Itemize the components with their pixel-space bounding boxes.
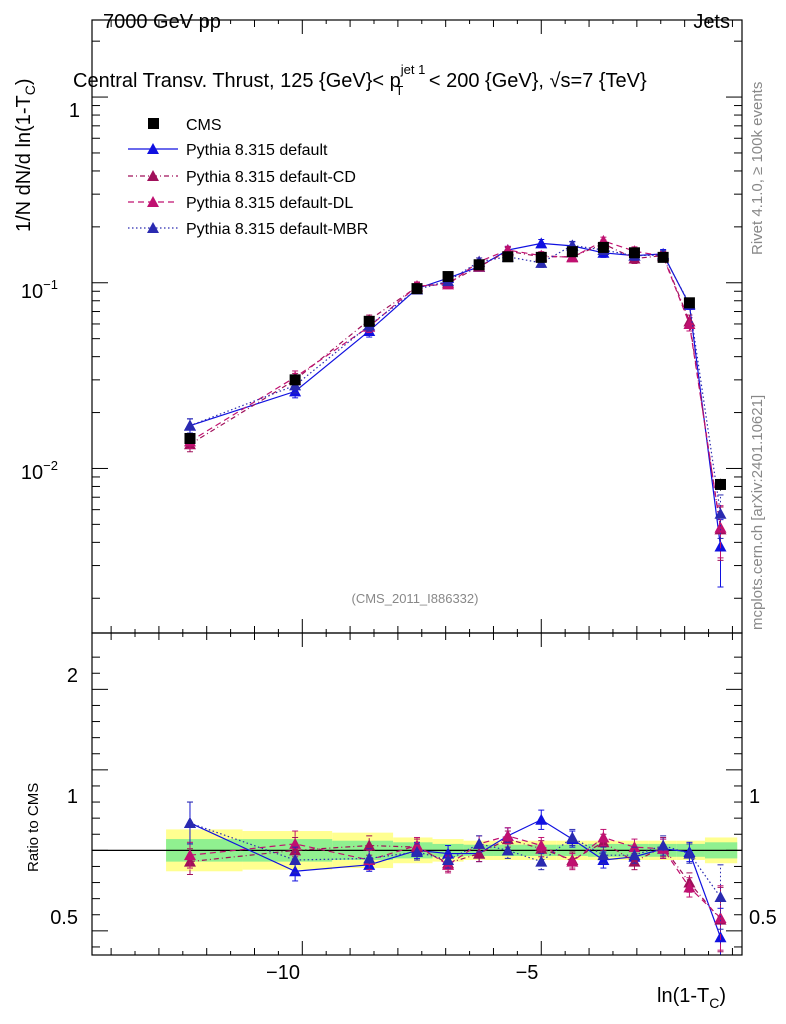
ratio-point-mbr xyxy=(566,831,579,843)
ratio-tick-label-2: 2 xyxy=(67,665,78,687)
ratio-frame xyxy=(91,632,743,956)
main-point-cms xyxy=(473,259,485,271)
ratio-point-dl xyxy=(597,831,610,843)
ratio-point-dl xyxy=(714,911,727,923)
ratio-point-mbr xyxy=(473,837,486,849)
legend: CMS Pythia 8.315 default Pythia 8.315 de… xyxy=(128,117,368,238)
ratio-point-mbr xyxy=(501,844,514,856)
ratio-tick-label-1-left: 1 xyxy=(67,786,78,808)
ratio-point-mbr xyxy=(363,852,376,864)
rivet-version: Rivet 4.1.0, ≥ 100k events xyxy=(749,82,766,255)
ratio-point-mbr xyxy=(289,854,302,866)
y-axis-label-ratio: Ratio to CMS xyxy=(25,783,42,872)
main-panel xyxy=(183,234,727,588)
ratio-panel xyxy=(92,801,742,956)
main-line-cd xyxy=(189,243,722,530)
ratio-point-dl xyxy=(411,839,423,851)
ratio-point-mbr xyxy=(442,854,455,866)
ratio-tick-label-05-left: 0.5 xyxy=(50,907,78,929)
ratio-point-cd xyxy=(289,844,302,856)
ratio-point-cd xyxy=(473,847,486,859)
ratio-point-cd xyxy=(363,839,376,851)
main-point-mbr xyxy=(183,419,196,431)
main-point-cms xyxy=(597,241,609,253)
legend-label-default: Pythia 8.315 default xyxy=(186,142,328,159)
main-point-mbr xyxy=(714,507,727,519)
ratio-point-dl xyxy=(501,829,514,841)
ratio-point-cd xyxy=(183,855,196,867)
main-point-cms xyxy=(657,251,669,263)
ratio-tick-label-1-right: 1 xyxy=(749,786,760,808)
ratio-point-dl xyxy=(683,881,696,893)
ratio-point-mbr xyxy=(597,849,610,861)
ratio-point-dl xyxy=(535,839,548,851)
main-line-dl xyxy=(189,240,722,528)
y-axis-label-main: 1/N dN/d ln(1-TC) xyxy=(13,78,38,232)
main-point-cms xyxy=(628,247,640,259)
legend-label-mbr: Pythia 8.315 default-MBR xyxy=(186,221,368,238)
main-line-mbr xyxy=(189,244,722,514)
ratio-point-mbr xyxy=(183,816,196,828)
ratio-point-default xyxy=(289,865,302,877)
legend-marker-cd xyxy=(147,170,159,181)
plot-title: Central Transv. Thrust, 125 {GeV}< pjet … xyxy=(73,62,647,98)
ratio-point-mbr xyxy=(714,891,727,903)
main-point-cms xyxy=(289,374,301,386)
main-point-cms xyxy=(184,432,196,444)
main-frame xyxy=(91,19,743,634)
legend-label-cd: Pythia 8.315 default-CD xyxy=(186,169,356,186)
ratio-point-default xyxy=(442,847,455,859)
ratio-point-cd xyxy=(628,855,641,867)
main-point-cms xyxy=(411,283,423,295)
y-tick-label-1e-2: 10−2 xyxy=(21,458,58,484)
main-point-default xyxy=(289,385,302,397)
x-axis-label: ln(1-TC) xyxy=(657,985,726,1011)
legend-marker-default xyxy=(147,143,159,154)
header-process: Jets xyxy=(693,11,730,33)
legend-label-cms: CMS xyxy=(186,117,222,134)
legend-label-dl: Pythia 8.315 default-DL xyxy=(186,195,353,212)
main-point-default xyxy=(535,237,548,249)
analysis-id: (CMS_2011_I886332) xyxy=(352,591,479,606)
ratio-line-mbr xyxy=(189,822,721,898)
main-point-cms xyxy=(566,246,578,258)
ratio-point-dl xyxy=(289,837,302,849)
x-tick-label-m5: −5 xyxy=(516,962,539,984)
legend-marker-cms xyxy=(148,118,159,129)
y-tick-label-1e-1: 10−1 xyxy=(21,277,58,303)
y-tick-label-1: 1 xyxy=(69,100,80,122)
main-point-cms xyxy=(502,251,514,263)
main-point-cms xyxy=(442,271,454,283)
main-point-cms xyxy=(714,478,726,490)
ratio-point-mbr xyxy=(628,849,641,861)
ratio-point-mbr xyxy=(535,855,548,867)
ratio-point-default xyxy=(535,813,548,825)
ratio-point-dl xyxy=(183,849,196,861)
legend-marker-dl xyxy=(147,196,159,207)
ratio-tick-label-05-right: 0.5 xyxy=(749,907,777,929)
ratio-point-mbr xyxy=(411,845,423,857)
ratio-point-dl xyxy=(566,855,579,867)
frames xyxy=(91,19,743,956)
legend-marker-mbr xyxy=(147,222,159,233)
header-beam-energy: 7000 GeV pp xyxy=(103,11,221,33)
main-point-cms xyxy=(683,297,695,309)
ratio-point-mbr xyxy=(657,839,670,851)
main-point-cms xyxy=(363,315,375,327)
mcplots-reference: mcplots.cern.ch [arXiv:2401.10621] xyxy=(749,395,766,630)
ratio-point-mbr xyxy=(683,847,696,859)
x-tick-label-m10: −10 xyxy=(266,962,300,984)
main-point-cms xyxy=(535,251,547,263)
main-point-dl xyxy=(714,521,727,533)
